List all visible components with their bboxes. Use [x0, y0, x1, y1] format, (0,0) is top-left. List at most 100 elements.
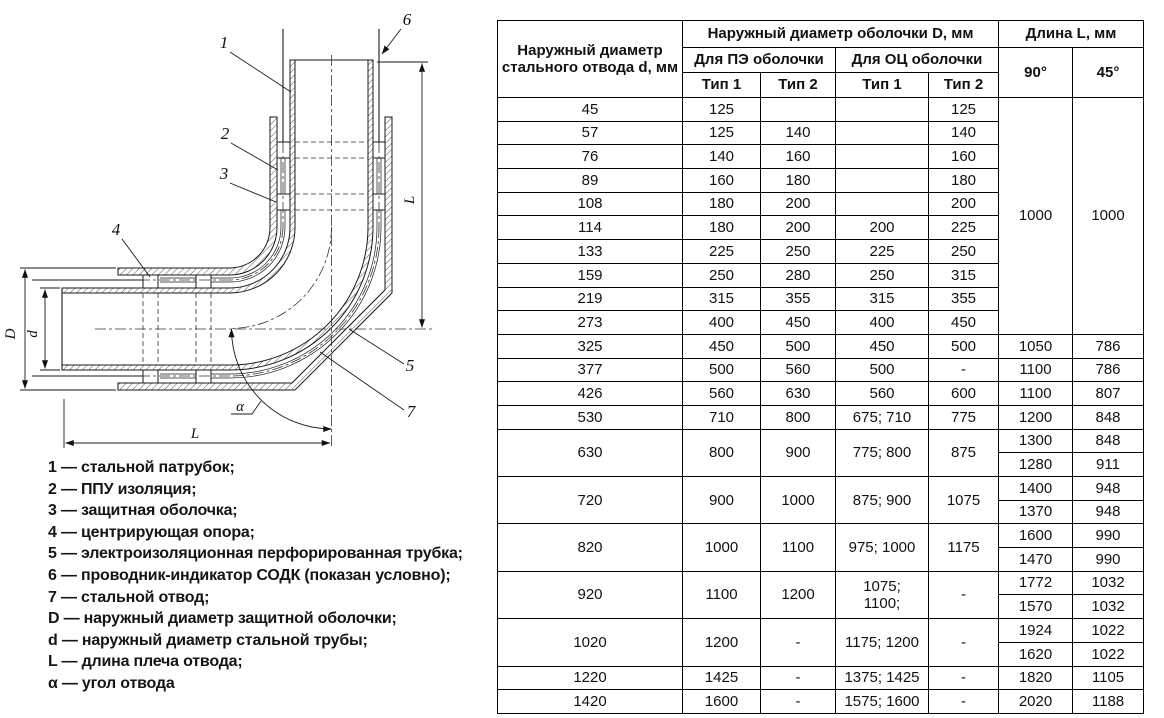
table-cell: 200 — [760, 191, 836, 217]
table-cell: 786 — [1071, 333, 1145, 359]
table-cell: 807 — [1071, 381, 1145, 406]
table-header-cell: Наружный диаметр стального отвода d, мм — [497, 20, 683, 98]
table-cell: 160 — [760, 144, 836, 170]
table-cell: - — [928, 618, 999, 667]
table-cell: 800 — [760, 404, 836, 430]
table-cell: 1600 — [682, 689, 761, 714]
legend-item: α — угол отвода — [48, 674, 175, 692]
table-cell: 800 — [682, 428, 761, 478]
table-header: Наружный диаметр стального отвода d, мм Н… — [497, 20, 1145, 98]
table-cell: 920 — [497, 570, 683, 620]
dim-label-alpha: α — [236, 399, 245, 415]
callout-5: 5 — [406, 356, 415, 375]
table-cell: 450 — [682, 333, 761, 359]
dim-label-d: d — [25, 330, 41, 338]
table-row: 76 140 160 160 — [497, 144, 1144, 170]
table-cell: 400 — [835, 310, 929, 335]
table-cell: 1000 — [998, 97, 1073, 335]
callout-2: 2 — [221, 124, 230, 143]
legend-item: 4 — центрирующая опора; — [48, 523, 255, 541]
table-header-row: Для ПЭ оболочки Для ОЦ оболочки 90° 45° — [498, 47, 1145, 98]
callout-1: 1 — [220, 33, 229, 52]
table-cell — [835, 191, 929, 217]
table-cell: 315 — [682, 286, 761, 312]
legend-item: 7 — стальной отвод; — [48, 588, 210, 606]
hidden-edges — [142, 141, 368, 365]
table-row: 57 125 140 140 — [497, 120, 1144, 146]
dim-label-D: D — [3, 328, 19, 340]
callout-leaders — [121, 28, 405, 411]
table-cell: 140 — [760, 120, 836, 146]
table-cell — [835, 144, 929, 170]
table-cell: - — [760, 665, 836, 691]
table-cell: 1280 — [998, 452, 1073, 477]
table-cell: 200 — [760, 215, 836, 241]
table-cell: - — [760, 689, 836, 714]
table-cell: 225 — [835, 239, 929, 264]
table-cell: 530 — [497, 404, 683, 430]
table-cell: 560 — [835, 381, 929, 406]
table-row: 820 1000 1100 975; 1000 1175 1600 990 — [497, 523, 1145, 572]
table-row: 377 500 560 500-1100 786 — [497, 357, 1145, 383]
table-row: 426 560 630 560 600 1100 807 — [497, 381, 1145, 406]
table-cell: 948 — [1071, 476, 1145, 501]
table-row: 1420 1600-1575; 1600-2020 1188 — [497, 689, 1145, 714]
table-cell: - — [928, 665, 999, 691]
table-cell: 315 — [928, 262, 999, 288]
table-cell: 355 — [928, 286, 999, 312]
table-body: 45 125 125 1000 1000 57 125 140 140 76 140 160 160 89… — [497, 97, 1145, 714]
table-row: 1470 990 — [498, 547, 1145, 572]
callout-6: 6 — [403, 10, 412, 29]
table-cell: 1200 — [998, 404, 1073, 430]
indicator-wires — [32, 29, 380, 377]
table-header-cell: 45° — [1071, 47, 1145, 98]
dimensions-table: Наружный диаметр стального отвода d, мм Н… — [497, 20, 1145, 714]
table-row: 530 710 800 675; 710 775 1200 848 — [497, 404, 1145, 430]
table-cell: 500 — [928, 333, 999, 359]
table-cell: 875; 900 — [835, 475, 929, 525]
table-cell — [835, 168, 929, 193]
table-cell: 250 — [682, 262, 761, 288]
table-cell: 1032 — [1071, 570, 1145, 596]
table-cell: 200 — [835, 215, 929, 241]
table-cell: 775 — [928, 404, 999, 430]
dimension-d: d — [25, 287, 60, 371]
table-cell: 820 — [497, 523, 683, 572]
table-row: 108 180 200 200 — [497, 191, 1144, 217]
table-row: 1620 1022 — [498, 641, 1145, 667]
legend-item: 1 — стальной патрубок; — [48, 459, 235, 476]
legend-item: 6 — проводник-индикатор СОДК (показан ус… — [48, 566, 451, 584]
table-cell — [835, 120, 929, 146]
dimension-alpha: α — [228, 328, 332, 433]
table-cell: 1050 — [998, 333, 1073, 359]
callout-7: 7 — [407, 402, 417, 421]
table-cell: 1000 — [682, 523, 761, 572]
centering-supports — [142, 141, 386, 384]
table-cell: 250 — [928, 239, 999, 264]
table-cell: - — [928, 689, 999, 714]
legend-item: 5 — электроизоляционная перфорированная … — [48, 545, 463, 563]
table-cell: 325 — [497, 333, 683, 359]
table-header-row: Наружный диаметр стального отвода d, мм Н… — [497, 20, 1145, 98]
table-cell: 560 — [682, 381, 761, 406]
table-cell: 1200 — [760, 570, 836, 620]
elbow-drawing: D d L L α 1 2 3 4 5 — [0, 0, 497, 460]
table-header-cell: 90° — [998, 47, 1073, 98]
table-cell: 225 — [928, 215, 999, 241]
table-cell: 219 — [497, 286, 683, 312]
table-header-cell: Тип 2 — [760, 72, 836, 98]
table-cell — [760, 97, 836, 122]
table-cell: 1200 — [682, 618, 761, 667]
table-cell: 775; 800 — [835, 428, 929, 478]
table-cell: 710 — [682, 404, 761, 430]
table-cell: 315 — [835, 286, 929, 312]
table-row: 1570 1032 — [498, 594, 1145, 620]
table-row: 159 250 280 250 315 — [497, 262, 1144, 288]
table-cell: 140 — [928, 120, 999, 146]
table-cell: 675; 710 — [835, 404, 929, 430]
table-cell: 1022 — [1071, 641, 1145, 667]
dim-label-L-right: L — [402, 196, 418, 205]
table-cell: 114 — [497, 215, 683, 241]
table-cell: 875 — [928, 428, 999, 478]
table-cell: 630 — [497, 428, 683, 478]
